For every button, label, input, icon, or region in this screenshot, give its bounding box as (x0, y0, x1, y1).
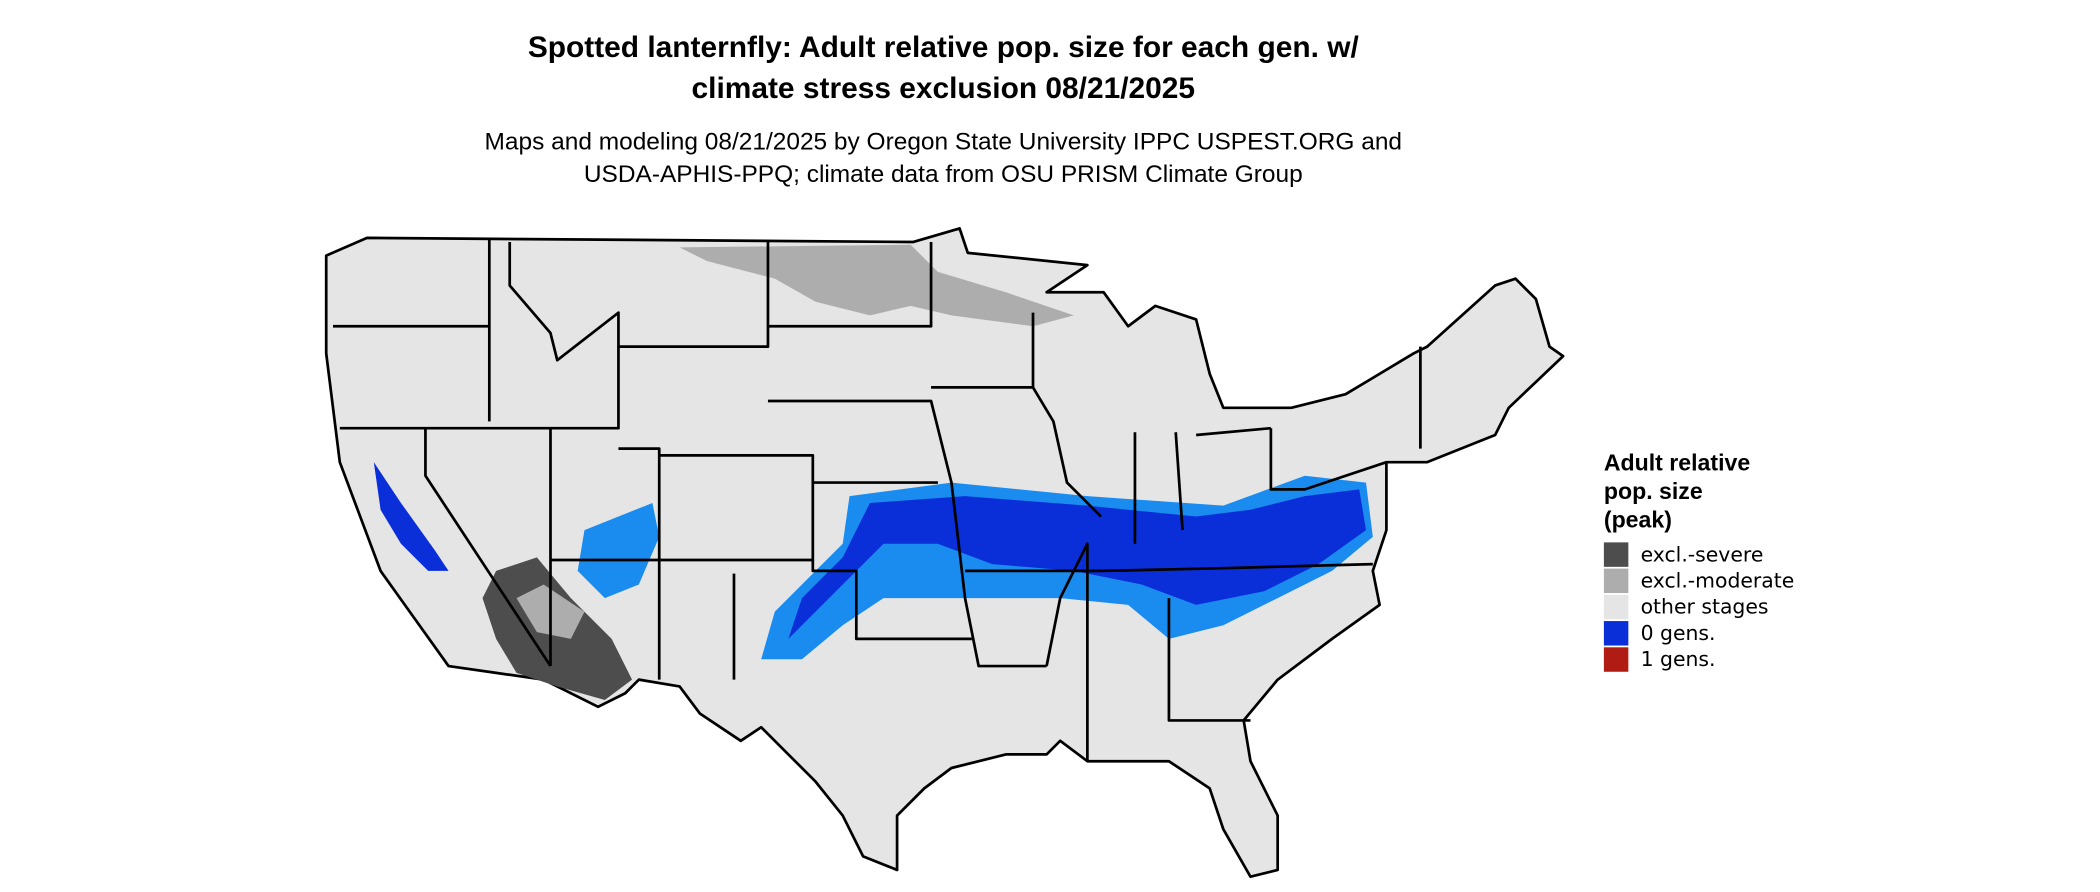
subtitle: USDA-APHIS-PPQ; climate data from OSU PR… (584, 161, 1303, 188)
legend-title: pop. size (1604, 478, 1703, 504)
legend-swatch (1603, 594, 1629, 620)
zero-gens-area (373, 462, 449, 571)
legend-label: 1 gens. (1641, 647, 1716, 671)
legend-label: other stages (1641, 595, 1769, 619)
legend-swatch (1603, 568, 1629, 594)
zero-gens-area (577, 502, 660, 599)
legend-label: excl.-severe (1641, 542, 1764, 566)
legend-swatch (1603, 647, 1629, 672)
us-map (324, 227, 1565, 879)
legend-label: 0 gens. (1641, 621, 1716, 645)
legend-swatch (1603, 542, 1629, 567)
legend-title: (peak) (1604, 506, 1672, 532)
legend-swatch (1603, 621, 1629, 646)
subtitle: Maps and modeling 08/21/2025 by Oregon S… (485, 129, 1402, 156)
legend-label: excl.-moderate (1641, 569, 1795, 593)
legend-title: Adult relative (1604, 449, 1750, 475)
state-borders (333, 239, 1422, 762)
title: Spotted lanternfly: Adult relative pop. … (528, 31, 1360, 64)
title: climate stress exclusion 08/21/2025 (692, 72, 1195, 105)
moderate-exclusion (679, 244, 1074, 327)
